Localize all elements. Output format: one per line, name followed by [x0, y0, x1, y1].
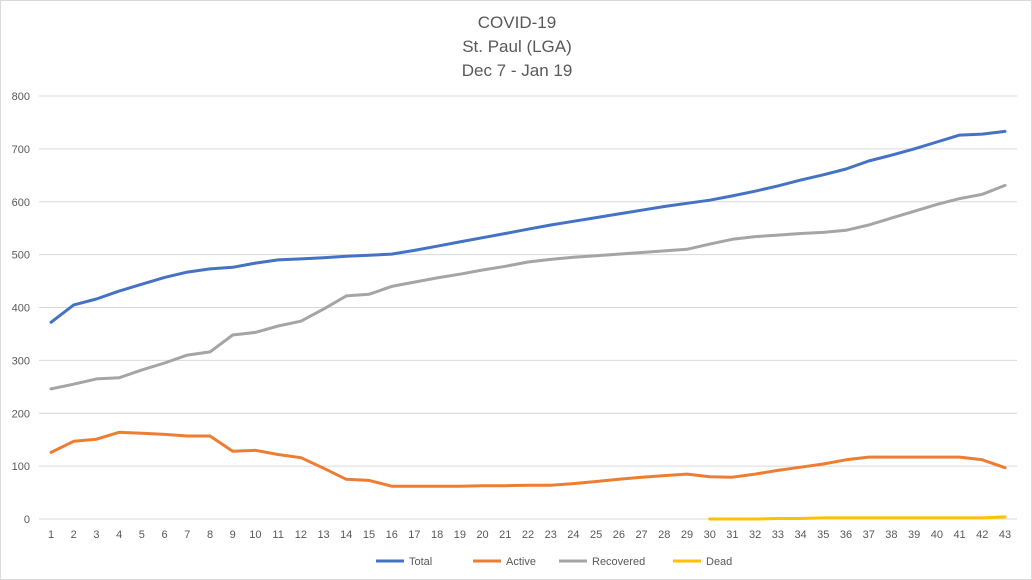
x-tick-label: 25 — [590, 529, 602, 541]
x-tick-label: 43 — [999, 529, 1011, 541]
x-tick-label: 33 — [772, 529, 784, 541]
x-tick-label: 36 — [840, 529, 852, 541]
y-tick-label: 800 — [12, 91, 30, 103]
chart-title-line-1: COVID-19 — [477, 13, 557, 32]
y-tick-label: 700 — [12, 144, 30, 156]
series-line-dead — [708, 515, 1007, 521]
x-tick-label: 8 — [207, 529, 213, 541]
y-tick-label: 400 — [12, 303, 30, 315]
x-tick-label: 3 — [93, 529, 99, 541]
x-tick-label: 17 — [408, 529, 420, 541]
x-tick-label: 13 — [317, 529, 329, 541]
x-tick-label: 40 — [931, 529, 943, 541]
x-tick-label: 14 — [340, 529, 352, 541]
series-line-active — [49, 430, 1007, 488]
x-tick-label: 39 — [908, 529, 920, 541]
chart-title-line-2: St. Paul (LGA) — [462, 37, 572, 56]
x-tick-label: 9 — [230, 529, 236, 541]
series-line-recovered — [49, 183, 1007, 391]
x-tick-label: 21 — [499, 529, 511, 541]
x-tick-label: 1 — [48, 529, 54, 541]
x-tick-label: 19 — [454, 529, 466, 541]
x-tick-label: 18 — [431, 529, 443, 541]
x-tick-label: 20 — [476, 529, 488, 541]
x-tick-label: 7 — [184, 529, 190, 541]
x-tick-label: 15 — [363, 529, 375, 541]
x-tick-label: 35 — [817, 529, 829, 541]
x-tick-label: 11 — [272, 529, 283, 541]
x-tick-label: 32 — [749, 529, 761, 541]
legend-label-active: Active — [506, 556, 536, 568]
legend-label-dead: Dead — [706, 556, 732, 568]
chart-title-line-3: Dec 7 - Jan 19 — [461, 61, 573, 80]
x-tick-label: 5 — [139, 529, 145, 541]
x-tick-label: 16 — [386, 529, 398, 541]
legend-label-recovered: Recovered — [592, 556, 645, 568]
x-tick-label: 27 — [635, 529, 647, 541]
x-tick-label: 22 — [522, 529, 534, 541]
y-tick-label: 100 — [12, 461, 30, 473]
x-tick-label: 31 — [726, 529, 738, 541]
series-line-total — [49, 129, 1007, 324]
x-tick-label: 10 — [249, 529, 261, 541]
x-tick-label: 38 — [885, 529, 897, 541]
x-tick-label: 34 — [794, 529, 806, 541]
x-tick-label: 42 — [976, 529, 988, 541]
x-tick-label: 37 — [863, 529, 875, 541]
x-tick-label: 28 — [658, 529, 670, 541]
x-tick-label: 6 — [162, 529, 168, 541]
x-tick-label: 24 — [567, 529, 579, 541]
x-tick-label: 30 — [704, 529, 716, 541]
x-tick-label: 29 — [681, 529, 693, 541]
y-tick-label: 0 — [24, 514, 30, 526]
x-tick-label: 12 — [295, 529, 307, 541]
y-tick-label: 300 — [12, 355, 30, 367]
y-tick-label: 500 — [12, 250, 30, 262]
x-tick-label: 2 — [71, 529, 77, 541]
x-tick-label: 23 — [545, 529, 557, 541]
x-tick-label: 26 — [613, 529, 625, 541]
y-tick-label: 600 — [12, 197, 30, 209]
x-tick-label: 4 — [116, 529, 122, 541]
y-tick-label: 200 — [12, 408, 30, 420]
x-tick-label: 41 — [953, 529, 965, 541]
legend-label-total: Total — [409, 556, 432, 568]
